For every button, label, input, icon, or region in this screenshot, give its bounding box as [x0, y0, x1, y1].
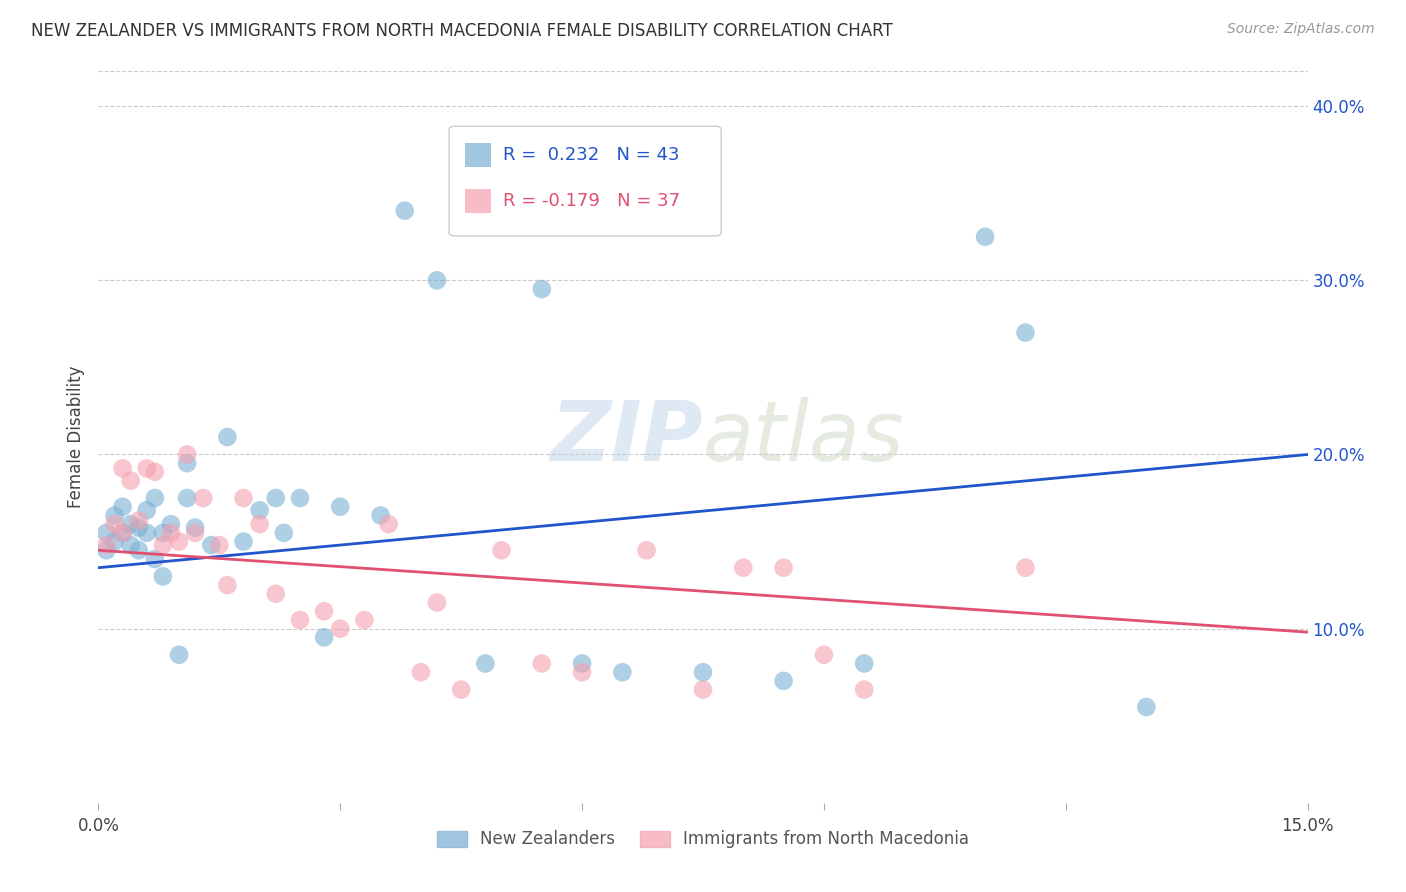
Point — [176, 448, 198, 462]
Point — [288, 613, 311, 627]
Point — [135, 503, 157, 517]
Point — [314, 631, 336, 645]
Point — [128, 521, 150, 535]
Point — [394, 203, 416, 218]
Point — [135, 525, 157, 540]
Point — [120, 517, 142, 532]
Point — [636, 543, 658, 558]
Point — [329, 622, 352, 636]
Text: Source: ZipAtlas.com: Source: ZipAtlas.com — [1227, 22, 1375, 37]
Point — [232, 491, 254, 505]
Point — [96, 525, 118, 540]
FancyBboxPatch shape — [449, 126, 721, 235]
Point — [612, 665, 634, 680]
Point — [530, 282, 553, 296]
Point — [128, 514, 150, 528]
Point — [426, 273, 449, 287]
Point — [103, 534, 125, 549]
Point — [103, 508, 125, 523]
Point — [160, 517, 183, 532]
Point — [232, 534, 254, 549]
Point — [143, 491, 166, 505]
Point — [143, 465, 166, 479]
Point — [733, 560, 755, 574]
Point — [176, 491, 198, 505]
Point — [288, 491, 311, 505]
Point — [217, 430, 239, 444]
Point — [813, 648, 835, 662]
Point — [1014, 560, 1036, 574]
Point — [264, 491, 287, 505]
Point — [329, 500, 352, 514]
Point — [217, 578, 239, 592]
Point — [974, 229, 997, 244]
Point — [184, 521, 207, 535]
Point — [152, 569, 174, 583]
Point — [167, 648, 190, 662]
Point — [450, 682, 472, 697]
Point — [692, 682, 714, 697]
Text: R = -0.179   N = 37: R = -0.179 N = 37 — [503, 192, 681, 210]
Text: ZIP: ZIP — [550, 397, 703, 477]
Point — [491, 543, 513, 558]
Legend: New Zealanders, Immigrants from North Macedonia: New Zealanders, Immigrants from North Ma… — [429, 822, 977, 856]
Point — [353, 613, 375, 627]
Point — [200, 538, 222, 552]
Point — [692, 665, 714, 680]
Point — [249, 517, 271, 532]
Point — [103, 517, 125, 532]
FancyBboxPatch shape — [465, 189, 492, 213]
Point — [571, 665, 593, 680]
Point — [128, 543, 150, 558]
Point — [370, 508, 392, 523]
Text: atlas: atlas — [703, 397, 904, 477]
Point — [571, 657, 593, 671]
Point — [1014, 326, 1036, 340]
Point — [772, 673, 794, 688]
FancyBboxPatch shape — [465, 143, 492, 167]
Point — [1135, 700, 1157, 714]
Point — [176, 456, 198, 470]
Point — [184, 525, 207, 540]
Point — [474, 657, 496, 671]
Point — [96, 543, 118, 558]
Point — [111, 461, 134, 475]
Point — [193, 491, 215, 505]
Point — [273, 525, 295, 540]
Point — [409, 665, 432, 680]
Y-axis label: Female Disability: Female Disability — [66, 366, 84, 508]
Point — [377, 517, 399, 532]
Point — [772, 560, 794, 574]
Point — [111, 525, 134, 540]
Point — [111, 525, 134, 540]
Point — [264, 587, 287, 601]
Point — [249, 503, 271, 517]
Point — [208, 538, 231, 552]
Point — [530, 657, 553, 671]
Point — [314, 604, 336, 618]
Point — [853, 682, 876, 697]
Point — [143, 552, 166, 566]
Point — [853, 657, 876, 671]
Point — [152, 525, 174, 540]
Point — [167, 534, 190, 549]
Point — [135, 461, 157, 475]
Point — [426, 595, 449, 609]
Point — [96, 538, 118, 552]
Point — [152, 538, 174, 552]
Point — [160, 525, 183, 540]
Text: R =  0.232   N = 43: R = 0.232 N = 43 — [503, 145, 681, 164]
Point — [120, 474, 142, 488]
Text: NEW ZEALANDER VS IMMIGRANTS FROM NORTH MACEDONIA FEMALE DISABILITY CORRELATION C: NEW ZEALANDER VS IMMIGRANTS FROM NORTH M… — [31, 22, 893, 40]
Point — [111, 500, 134, 514]
Point — [120, 538, 142, 552]
